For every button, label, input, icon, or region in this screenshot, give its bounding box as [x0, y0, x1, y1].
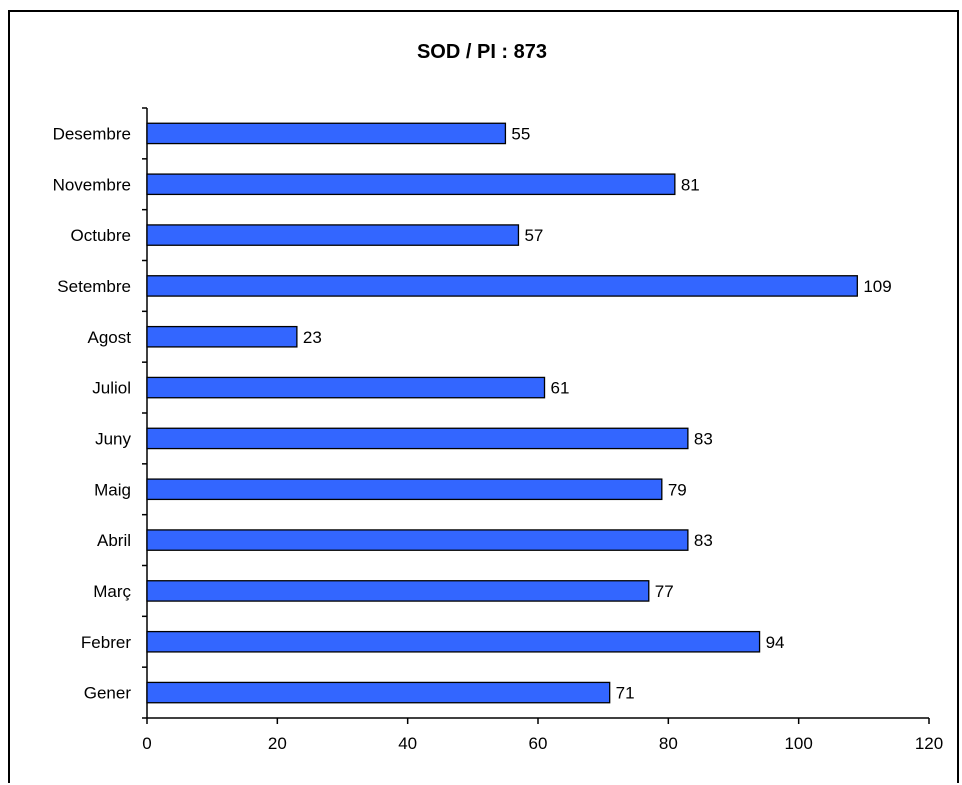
data-label: 77 — [655, 582, 674, 601]
data-label: 55 — [511, 124, 530, 143]
category-label: Desembre — [53, 124, 131, 143]
bar-març — [146, 580, 650, 602]
bar-setembre — [146, 275, 858, 297]
category-label: Setembre — [57, 277, 131, 296]
bar-febrer — [146, 630, 761, 653]
data-label: 23 — [303, 328, 322, 347]
category-label: Juny — [95, 429, 131, 448]
chart-axes — [142, 107, 930, 724]
category-label: Juliol — [92, 379, 131, 398]
x-tick-label: 60 — [529, 734, 548, 753]
category-label: Octubre — [71, 226, 131, 245]
data-label: 109 — [863, 277, 891, 296]
bar-abril — [146, 529, 689, 551]
bar-agost — [146, 325, 298, 348]
x-tick-label: 100 — [784, 734, 812, 753]
category-label: Abril — [97, 531, 131, 550]
labels-group: 0 20 40 60 80 100 120 Gener 71 Febrer 94 Març 77 Abri… — [53, 124, 944, 753]
category-label: Febrer — [81, 633, 131, 652]
data-label: 71 — [616, 684, 635, 703]
chart-title: SOD / PI : 873 — [417, 41, 547, 63]
x-tick-label: 120 — [915, 734, 943, 753]
data-label: 83 — [694, 531, 713, 550]
category-label: Març — [93, 582, 131, 601]
data-label: 83 — [694, 429, 713, 448]
x-tick-label: 40 — [398, 734, 417, 753]
bar-novembre — [146, 173, 676, 196]
category-label: Gener — [84, 684, 132, 703]
x-tick-label: 0 — [142, 734, 151, 753]
data-label: 94 — [766, 633, 785, 652]
bar-octubre — [146, 224, 520, 246]
bar-gener — [146, 681, 611, 704]
data-label: 79 — [668, 480, 687, 499]
category-label: Maig — [94, 480, 131, 499]
bar-desembre — [146, 122, 507, 145]
bars-group — [146, 122, 858, 704]
bar-juliol — [146, 376, 546, 399]
x-tick-label: 20 — [268, 734, 287, 753]
data-label: 81 — [681, 175, 700, 194]
bar-juny — [146, 427, 689, 450]
category-label: Novembre — [53, 175, 131, 194]
category-label: Agost — [88, 328, 132, 347]
data-label: 61 — [551, 379, 570, 398]
x-tick-label: 80 — [659, 734, 678, 753]
data-label: 57 — [524, 226, 543, 245]
bar-maig — [146, 478, 663, 501]
